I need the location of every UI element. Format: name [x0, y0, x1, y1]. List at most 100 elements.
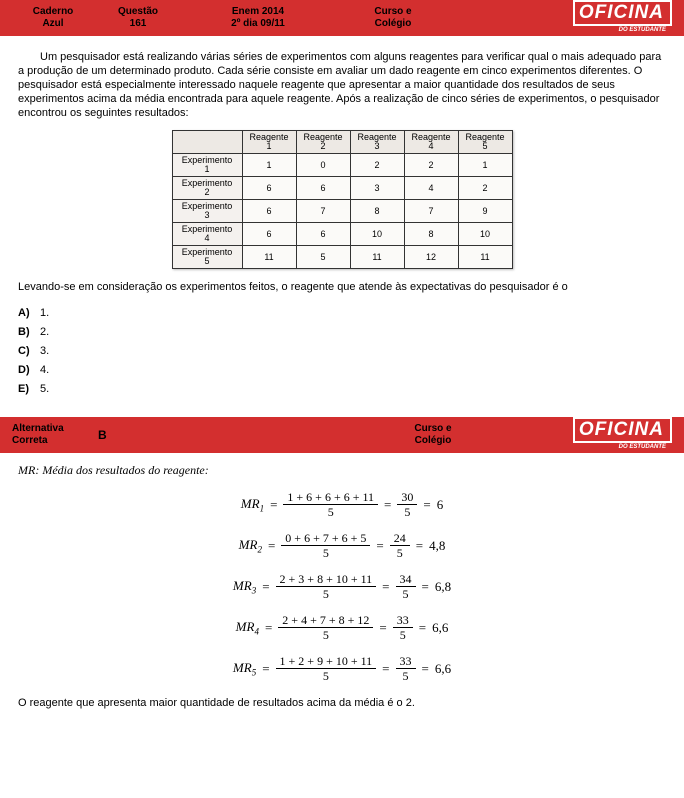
oficina-logo-sub: DO ESTUDANTE	[619, 24, 672, 36]
equals-sign: =	[416, 538, 423, 554]
eq-frac1: 1 + 2 + 9 + 10 + 115	[276, 654, 377, 683]
option-a: A)1.	[18, 307, 666, 319]
eq-frac2: 305	[397, 490, 417, 519]
equals-sign: =	[268, 538, 275, 554]
col-head-3: Reagente3	[350, 131, 404, 154]
top-header-bar: Caderno Azul Questão 161 Enem 2014 2º di…	[0, 0, 684, 36]
option-label: B)	[18, 326, 40, 338]
equations-block: MR1=1 + 6 + 6 + 6 + 115=305=6MR2=0 + 6 +…	[18, 490, 666, 683]
col-head-4: Reagente4	[404, 131, 458, 154]
data-table-wrap: Reagente1 Reagente2 Reagente3 Reagente4 …	[18, 130, 666, 269]
option-d: D)4.	[18, 364, 666, 376]
table-cell: 7	[296, 200, 350, 223]
equals-sign: =	[262, 661, 269, 677]
table-row: Experimento266342	[172, 177, 512, 200]
questao-value: 161	[130, 18, 147, 30]
alt-label-b: Correta	[12, 435, 48, 447]
answer-header-bar: Alternativa Correta B Curso e Colégio OF…	[0, 417, 684, 453]
curso-label-a: Curso e	[374, 6, 411, 18]
table-cell: 6	[296, 223, 350, 246]
eq-frac1: 1 + 6 + 6 + 6 + 115	[283, 490, 378, 519]
solution-content: MR: Média dos resultados do reagente: MR…	[0, 453, 684, 719]
col-head-num: 1	[266, 142, 271, 151]
eq-frac2: 245	[390, 531, 410, 560]
option-text: 5.	[40, 383, 49, 395]
question-text: Um pesquisador está realizando várias sé…	[18, 50, 666, 120]
col-head-num: 4	[428, 142, 433, 151]
table-cell: 9	[458, 200, 512, 223]
row-head-cell: Experimento1	[172, 154, 242, 177]
eq-result: 6,6	[435, 661, 451, 677]
table-cell: 7	[404, 200, 458, 223]
table-cell: 5	[296, 246, 350, 269]
header-caderno: Caderno Azul	[8, 6, 98, 30]
eq-frac1: 2 + 4 + 7 + 8 + 125	[278, 613, 373, 642]
options-list: A)1. B)2. C)3. D)4. E)5.	[18, 307, 666, 395]
table-cell: 8	[404, 223, 458, 246]
table-cell: 12	[404, 246, 458, 269]
table-cell: 10	[458, 223, 512, 246]
row-head-cell: Experimento3	[172, 200, 242, 223]
enem-date: 2º dia 09/11	[231, 18, 285, 30]
equals-sign: =	[270, 497, 277, 513]
table-cell: 2	[458, 177, 512, 200]
table-cell: 11	[242, 246, 296, 269]
eq-lhs: MR5	[233, 660, 256, 678]
answer-value: B	[98, 429, 158, 441]
table-row: Experimento110221	[172, 154, 512, 177]
eq-result: 6	[437, 497, 444, 513]
option-c: C)3.	[18, 345, 666, 357]
curso-label-a: Curso e	[414, 423, 451, 435]
answer-label: Alternativa Correta	[8, 423, 98, 447]
table-cell: 6	[242, 177, 296, 200]
equals-sign: =	[423, 497, 430, 513]
enem-label: Enem 2014	[232, 6, 284, 18]
mr-title-text: : Média dos resultados do reagente:	[35, 463, 208, 477]
caderno-label: Caderno	[33, 6, 74, 18]
option-label: E)	[18, 383, 40, 395]
equation: MR1=1 + 6 + 6 + 6 + 115=305=6	[241, 490, 443, 519]
eq-lhs: MR4	[236, 619, 259, 637]
table-cell: 11	[458, 246, 512, 269]
answer-logo-wrap: OFICINA DO ESTUDANTE	[488, 417, 676, 453]
equation: MR3=2 + 3 + 8 + 10 + 115=345=6,8	[233, 572, 451, 601]
row-head-cell: Experimento2	[172, 177, 242, 200]
option-text: 3.	[40, 345, 49, 357]
option-text: 4.	[40, 364, 49, 376]
equals-sign: =	[384, 497, 391, 513]
questao-label: Questão	[118, 6, 158, 18]
col-head-num: 3	[374, 142, 379, 151]
equals-sign: =	[379, 620, 386, 636]
table-head: Reagente1 Reagente2 Reagente3 Reagente4 …	[172, 131, 512, 154]
header-curso: Curso e Colégio	[338, 6, 448, 30]
table-row: Experimento46610810	[172, 223, 512, 246]
eq-lhs: MR3	[233, 578, 256, 596]
curso-label-b: Colégio	[375, 18, 412, 30]
equals-sign: =	[422, 579, 429, 595]
correct-answer: B	[98, 429, 107, 441]
table-body: Experimento110221Experimento266342Experi…	[172, 154, 512, 269]
table-cell: 1	[458, 154, 512, 177]
eq-result: 6,6	[432, 620, 448, 636]
answer-curso: Curso e Colégio	[378, 423, 488, 447]
equation: MR5=1 + 2 + 9 + 10 + 115=335=6,6	[233, 654, 451, 683]
col-head-1: Reagente1	[242, 131, 296, 154]
option-text: 1.	[40, 307, 49, 319]
option-label: A)	[18, 307, 40, 319]
col-head-num: 2	[320, 142, 325, 151]
option-text: 2.	[40, 326, 49, 338]
row-head-cell: Experimento5	[172, 246, 242, 269]
col-head-2: Reagente2	[296, 131, 350, 154]
data-table: Reagente1 Reagente2 Reagente3 Reagente4 …	[172, 130, 513, 269]
col-head-5: Reagente5	[458, 131, 512, 154]
table-cell: 4	[404, 177, 458, 200]
option-label: C)	[18, 345, 40, 357]
table-cell: 11	[350, 246, 404, 269]
question-after-text: Levando-se em consideração os experiment…	[18, 281, 666, 293]
table-cell: 6	[242, 200, 296, 223]
equation: MR2=0 + 6 + 7 + 6 + 55=245=4,8	[239, 531, 446, 560]
table-cell: 0	[296, 154, 350, 177]
eq-frac2: 345	[396, 572, 416, 601]
equals-sign: =	[422, 661, 429, 677]
table-header-row: Reagente1 Reagente2 Reagente3 Reagente4 …	[172, 131, 512, 154]
